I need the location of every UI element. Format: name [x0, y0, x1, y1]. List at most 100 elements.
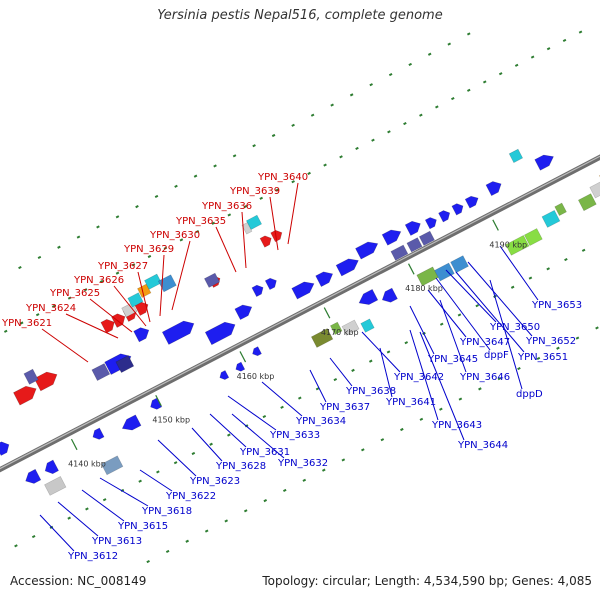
gene-label-reverse[interactable]: YPN_3625 [49, 288, 100, 299]
gene-arrow [44, 459, 59, 475]
gene-block [329, 321, 343, 336]
scale-tick-label: 4180 kbp [405, 284, 443, 293]
gene-label-forward[interactable]: YPN_3623 [189, 476, 240, 487]
gene-label-forward[interactable]: YPN_3641 [385, 397, 436, 408]
gene-label-forward[interactable]: YPN_3633 [269, 430, 320, 441]
label-leader [427, 289, 467, 338]
scale-tick-label: 4150 kbp [152, 416, 190, 425]
scale-tick [155, 395, 162, 407]
grid-dot [419, 113, 423, 117]
gene-block [505, 235, 530, 256]
gene-block [508, 148, 524, 164]
label-leader [439, 299, 467, 373]
gene-block [137, 283, 152, 298]
label-leader [113, 285, 147, 327]
gene-labels: YPN_3621 YPN_3624 YPN_3625 YPN_3626 YPN_3627… [1, 172, 582, 562]
grid-dot [475, 304, 479, 308]
label-leader [157, 439, 197, 477]
gene-label-forward[interactable]: YPN_3618 [141, 506, 192, 517]
gene-label-reverse[interactable]: YPN_3640 [257, 172, 308, 183]
grid-dot [578, 30, 583, 34]
grid-dot [165, 549, 170, 553]
gene-arrow [121, 414, 142, 431]
label-leader [227, 395, 277, 431]
gene-block [23, 368, 39, 385]
grid-dot [252, 144, 256, 148]
gene-label-reverse[interactable]: YPN_3635 [175, 216, 226, 227]
grid-dot [321, 468, 326, 472]
grid-dot [562, 38, 567, 42]
gene-label-forward[interactable]: YPN_3647 [459, 337, 510, 348]
gene-label-forward[interactable]: YPN_3638 [345, 386, 396, 397]
gene-label-forward[interactable]: YPN_3644 [457, 440, 508, 451]
gene-label-forward[interactable]: YPN_3642 [393, 372, 444, 383]
label-leader [445, 269, 497, 323]
grid-dot [131, 263, 136, 267]
gene-label-forward[interactable]: YPN_3652 [525, 336, 576, 347]
gene-label-forward[interactable]: YPN_3637 [319, 402, 370, 413]
gene-label-forward[interactable]: YPN_3622 [165, 491, 216, 502]
gene-label-forward[interactable]: dppD [516, 389, 543, 400]
grid-dot [387, 130, 391, 134]
grid-dot [232, 154, 237, 158]
gene-label-forward[interactable]: YPN_3650 [489, 322, 540, 333]
gene-arrow [358, 288, 379, 305]
grid-dot [174, 184, 178, 188]
backbone-highlight [0, 155, 600, 470]
gene-label-forward[interactable]: YPN_3646 [459, 372, 510, 383]
gene-block [203, 272, 221, 288]
gene-label-reverse[interactable]: YPN_3626 [73, 275, 124, 286]
gene-arrow [251, 284, 264, 297]
gene-arrow [0, 441, 10, 456]
gene-block [360, 318, 375, 333]
grid-dot [83, 288, 88, 292]
gene-block [541, 209, 561, 228]
gene-arrow [259, 235, 272, 248]
gene-label-forward[interactable]: dppF [484, 350, 509, 361]
grid-dot [439, 407, 443, 411]
grid-dot [339, 155, 343, 159]
gene-label-reverse[interactable]: YPN_3627 [97, 261, 148, 272]
grid-dot [517, 366, 521, 371]
gene-label-forward[interactable]: YPN_3653 [531, 300, 582, 311]
gene-label-forward[interactable]: YPN_3612 [67, 551, 118, 562]
label-leader [65, 313, 119, 339]
gene-label-forward[interactable]: YPN_3615 [117, 521, 168, 532]
gene-label-forward[interactable]: YPN_3645 [427, 354, 478, 365]
gene-label-forward[interactable]: YPN_3632 [277, 458, 328, 469]
grid-dot [310, 113, 315, 117]
label-leader [99, 477, 149, 507]
gene-label-reverse[interactable]: YPN_3621 [1, 318, 52, 329]
accession-text: Accession: NC_008149 [10, 574, 147, 588]
gene-label-reverse[interactable]: YPN_3636 [201, 201, 252, 212]
grid-dot [209, 442, 213, 446]
grid-dot [498, 72, 503, 76]
label-leader [467, 261, 533, 337]
gene-label-forward[interactable]: YPN_3643 [431, 420, 482, 431]
grid-dot [213, 164, 217, 168]
grid-dot [451, 97, 455, 101]
label-leader [409, 329, 439, 421]
gene-label-forward[interactable]: YPN_3651 [517, 352, 568, 363]
gene-block [245, 214, 263, 230]
grid-dot [380, 438, 385, 442]
gene-label-reverse[interactable]: YPN_3629 [123, 244, 174, 255]
label-leader [361, 331, 401, 373]
gene-label-forward[interactable]: YPN_3613 [91, 536, 142, 547]
gene-label-forward[interactable]: YPN_3634 [295, 416, 346, 427]
grid-dot [154, 194, 159, 199]
backbone [0, 154, 600, 473]
label-leader [231, 413, 285, 459]
gene-label-reverse[interactable]: YPN_3630 [149, 230, 200, 241]
gene-label-reverse[interactable]: YPN_3639 [229, 186, 280, 197]
scale-tick [323, 307, 331, 319]
gene-label-forward[interactable]: YPN_3631 [239, 447, 290, 458]
grid-dot [546, 267, 550, 271]
gene-block [523, 228, 543, 247]
grid-dot [510, 285, 515, 289]
grid-dot [546, 47, 551, 51]
label-leader [287, 182, 299, 245]
gene-label-forward[interactable]: YPN_3628 [215, 461, 266, 472]
scale-tick [492, 219, 499, 231]
gene-label-reverse[interactable]: YPN_3624 [25, 303, 76, 314]
